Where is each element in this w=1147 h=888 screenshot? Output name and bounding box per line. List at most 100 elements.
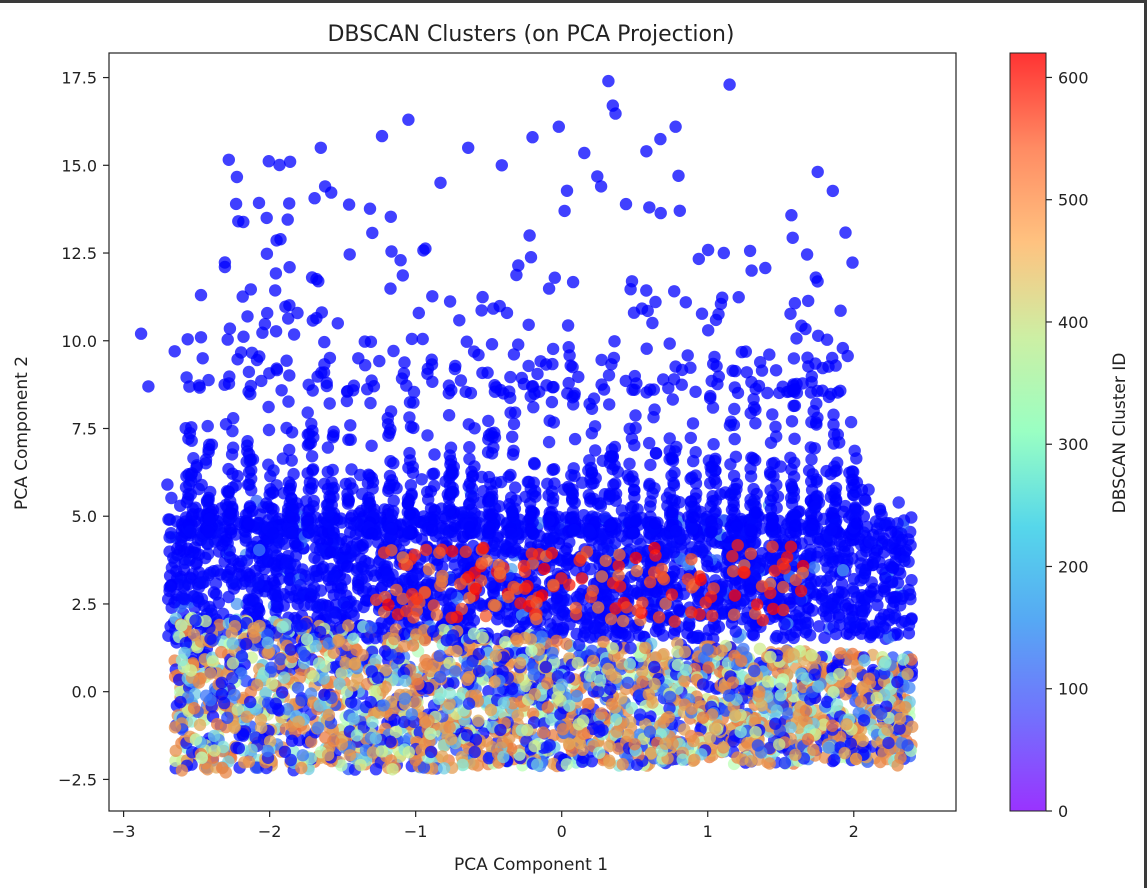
scatter-point (488, 379, 501, 392)
scatter-point (426, 290, 439, 303)
scatter-point (827, 408, 840, 421)
scatter-point (428, 448, 441, 461)
scatter-point (225, 448, 239, 461)
scatter-point (269, 267, 283, 280)
scatter-point (444, 454, 458, 467)
scatter-point (467, 345, 481, 358)
scatter-point (340, 394, 354, 408)
scatter-point (825, 601, 838, 614)
scatter-point (307, 431, 320, 444)
scatter-point (563, 349, 576, 362)
scatter-point (704, 389, 717, 403)
scatter-point (294, 578, 307, 592)
scatter-point (763, 348, 776, 361)
scatter-point (685, 541, 698, 554)
scatter-point (352, 352, 365, 365)
scatter-point (725, 503, 739, 516)
scatter-point (683, 615, 696, 629)
scatter-point (225, 523, 238, 536)
scatter-point (785, 415, 799, 428)
scatter-point (560, 184, 574, 197)
scatter-point (896, 533, 909, 546)
scatter-point (560, 637, 573, 650)
scatter-point (327, 523, 340, 537)
scatter-point (790, 332, 803, 345)
scatter-point (227, 412, 240, 425)
scatter-point (829, 359, 842, 372)
scatter-point (689, 385, 702, 398)
scatter-point (886, 561, 899, 574)
scatter-point (689, 477, 703, 490)
scatter-point (252, 196, 266, 210)
scatter-point (810, 550, 824, 563)
scatter-point (178, 556, 191, 570)
scatter-point (165, 491, 178, 505)
scatter-point (597, 635, 610, 649)
scatter-point (712, 370, 725, 383)
scatter-point (748, 571, 762, 584)
scatter-point (364, 396, 377, 410)
scatter-point (681, 627, 694, 640)
scatter-point (448, 519, 462, 533)
scatter-point (352, 579, 365, 592)
scatter-point (534, 355, 547, 368)
scatter-point (820, 333, 834, 346)
scatter-point (227, 575, 240, 588)
scatter-point (805, 475, 818, 488)
scatter-point (581, 618, 594, 631)
scatter-point (891, 517, 904, 530)
scatter-point (335, 759, 348, 772)
scatter-point (865, 627, 878, 640)
scatter-point (835, 577, 849, 590)
scatter-point (342, 198, 356, 211)
scatter-point (744, 523, 757, 537)
scatter-point (831, 456, 844, 469)
scatter-point (213, 618, 226, 632)
scatter-point (443, 295, 457, 308)
scatter-point (396, 269, 409, 282)
chart-title: DBSCAN Clusters (on PCA Projection) (327, 22, 734, 47)
scatter-point (280, 421, 293, 435)
scatter-point (833, 618, 847, 632)
scatter-point (363, 202, 377, 215)
scatter-point (283, 573, 296, 586)
scatter-point (324, 581, 338, 594)
scatter-point (369, 653, 382, 667)
scatter-point (743, 244, 757, 258)
scatter-point (544, 534, 557, 548)
scatter-point (804, 386, 818, 399)
scatter-point (567, 462, 580, 475)
scatter-point (625, 501, 638, 514)
scatter-point (898, 554, 911, 567)
scatter-point (729, 364, 742, 378)
scatter-point (489, 543, 502, 557)
scatter-point (463, 521, 476, 534)
scatter-point (162, 513, 175, 526)
scatter-point (681, 349, 694, 362)
scatter-point (171, 542, 184, 555)
scatter-point (770, 501, 783, 514)
scatter-point (331, 317, 344, 330)
scatter-point (246, 593, 259, 606)
scatter-point (442, 379, 456, 392)
scatter-point (892, 496, 905, 509)
scatter-point (251, 576, 265, 590)
scatter-point (382, 429, 395, 442)
scatter-point (825, 523, 838, 536)
scatter-point (475, 304, 488, 317)
scatter-point (566, 275, 580, 289)
scatter-point (591, 170, 604, 183)
scatter-point (230, 597, 244, 611)
scatter-point (648, 482, 661, 495)
scatter-point (607, 351, 621, 365)
scatter-point (522, 359, 535, 373)
scatter-point (519, 616, 532, 629)
scatter-point (673, 204, 686, 217)
scatter-point (442, 409, 456, 422)
scatter-point (488, 426, 501, 439)
scatter-point (242, 365, 256, 379)
scatter-point (466, 469, 480, 482)
scatter-point (643, 436, 656, 450)
scatter-point (690, 631, 704, 645)
scatter-point (421, 367, 434, 380)
